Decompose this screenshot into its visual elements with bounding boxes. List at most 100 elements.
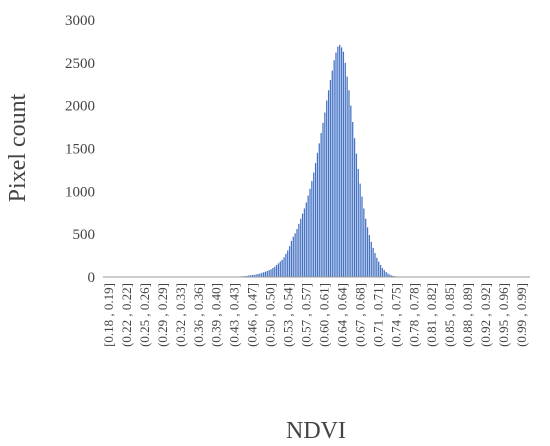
- histogram-bar: [339, 44, 341, 278]
- x-tick-label: (0.92 , 0.92]: [478, 283, 493, 347]
- histogram-bar: [298, 223, 300, 277]
- histogram-bar: [313, 172, 315, 277]
- histogram-bar: [253, 274, 255, 277]
- histogram-bars: [233, 44, 400, 278]
- histogram-bar: [350, 105, 352, 277]
- x-tick-label: (0.71 , 0.71]: [370, 283, 385, 347]
- histogram-bar: [257, 274, 259, 277]
- histogram-bar: [326, 100, 328, 277]
- histogram-bar: [300, 218, 302, 277]
- histogram-bar: [320, 133, 322, 277]
- histogram-bar: [366, 227, 369, 277]
- histogram-bar: [283, 257, 285, 277]
- x-tick-label: (0.22 , 0.22]: [119, 283, 134, 347]
- x-tick-label: (0.81 , 0.82]: [424, 283, 439, 347]
- x-tick-label: (0.67 , 0.68]: [352, 283, 367, 347]
- histogram-bar: [307, 195, 309, 277]
- histogram-bar: [337, 46, 339, 278]
- histogram-bar: [355, 153, 358, 277]
- y-tick-label: 3000: [65, 13, 95, 29]
- histogram-bar: [285, 253, 287, 277]
- y-axis-title: Pixel count: [5, 93, 31, 202]
- y-tick-label: 1500: [65, 142, 95, 158]
- histogram-bar: [288, 246, 291, 277]
- y-tick-label: 1000: [65, 184, 95, 200]
- histogram-bar: [262, 272, 265, 277]
- histogram-bar: [264, 271, 267, 277]
- histogram-bar: [376, 257, 378, 277]
- histogram-bar: [287, 250, 289, 277]
- histogram-bar: [381, 268, 384, 277]
- x-tick-label: (0.74 , 0.75]: [388, 283, 403, 347]
- histogram-bar: [268, 270, 270, 277]
- y-tick-label: 0: [88, 270, 96, 286]
- histogram-bar: [385, 272, 387, 277]
- histogram-bar: [277, 263, 280, 277]
- histogram-bar: [372, 247, 374, 277]
- histogram-bar: [318, 143, 320, 277]
- histogram-bar: [387, 273, 389, 277]
- x-tick-label: (0.60 , 0.61]: [316, 283, 331, 347]
- x-tick-label: (0.39 , 0.40]: [209, 283, 224, 347]
- x-tick-label: (0.43 , 0.43]: [227, 283, 242, 347]
- histogram-bar: [331, 70, 333, 277]
- histogram-bar: [316, 152, 319, 277]
- y-tick-label: 500: [73, 227, 96, 243]
- histogram-bar: [335, 52, 337, 277]
- x-tick-label: (0.36 , 0.36]: [191, 283, 206, 347]
- histogram-bar: [344, 62, 346, 277]
- histogram-bar: [322, 122, 324, 277]
- histogram-bar: [365, 218, 367, 277]
- histogram-bar: [363, 208, 365, 277]
- x-tick-label: (0.50 , 0.50]: [263, 283, 278, 347]
- histogram-bar: [305, 202, 307, 277]
- histogram-bar: [294, 233, 296, 277]
- histogram-bar: [353, 138, 356, 277]
- histogram-bar: [370, 241, 372, 277]
- histogram-bar: [361, 196, 363, 277]
- x-tick-label: (0.57 , 0.57]: [299, 283, 314, 347]
- histogram-bar: [274, 266, 276, 277]
- histogram-bar: [368, 235, 371, 277]
- histogram-bar: [292, 236, 294, 277]
- x-tick-label: (0.46 , 0.47]: [245, 283, 260, 347]
- y-tick-label: 2500: [65, 56, 95, 72]
- histogram-bar: [340, 47, 343, 277]
- histogram-bar: [272, 268, 274, 277]
- histogram-bar: [290, 241, 293, 277]
- histogram-bar: [357, 169, 359, 277]
- histogram-bar: [383, 270, 385, 277]
- histogram-bar: [391, 275, 393, 277]
- y-axis-ticks: 0 500 1000 1500 2000 2500 3000: [65, 13, 95, 286]
- x-tick-label: (0.29 , 0.29]: [155, 283, 170, 347]
- histogram-bar: [309, 188, 311, 277]
- histogram-bar: [259, 273, 261, 277]
- histogram-bar: [378, 261, 380, 277]
- x-tick-label: (0.25 , 0.26]: [137, 283, 152, 347]
- histogram-bar: [314, 163, 317, 277]
- histogram-bar: [348, 90, 350, 277]
- x-tick-label: (0.32 , 0.33]: [173, 283, 188, 347]
- histogram-bar: [333, 60, 335, 278]
- histogram-bar: [352, 121, 354, 277]
- histogram-bar: [346, 76, 348, 277]
- histogram-bar: [248, 275, 250, 277]
- x-tick-label: (0.88 , 0.89]: [460, 283, 475, 347]
- histogram-bar: [249, 275, 252, 277]
- histogram-bar: [329, 79, 332, 277]
- histogram-bar: [296, 229, 298, 277]
- histogram-bar: [279, 261, 281, 277]
- histogram-bar: [311, 181, 313, 277]
- histogram-bar: [374, 253, 376, 277]
- histogram-bar: [251, 275, 254, 277]
- histogram-bar: [342, 51, 345, 278]
- x-tick-label: (0.53 , 0.54]: [281, 283, 296, 347]
- x-tick-label: (0.85 , 0.85]: [442, 283, 457, 347]
- x-tick-label: (0.99 , 0.99]: [514, 283, 529, 347]
- histogram-bar: [255, 274, 257, 277]
- histogram-bar: [246, 275, 248, 277]
- histogram-bar: [275, 265, 278, 277]
- x-tick-label: (0.78 , 0.78]: [406, 283, 421, 347]
- x-tick-label: (0.64 , 0.64]: [334, 283, 349, 347]
